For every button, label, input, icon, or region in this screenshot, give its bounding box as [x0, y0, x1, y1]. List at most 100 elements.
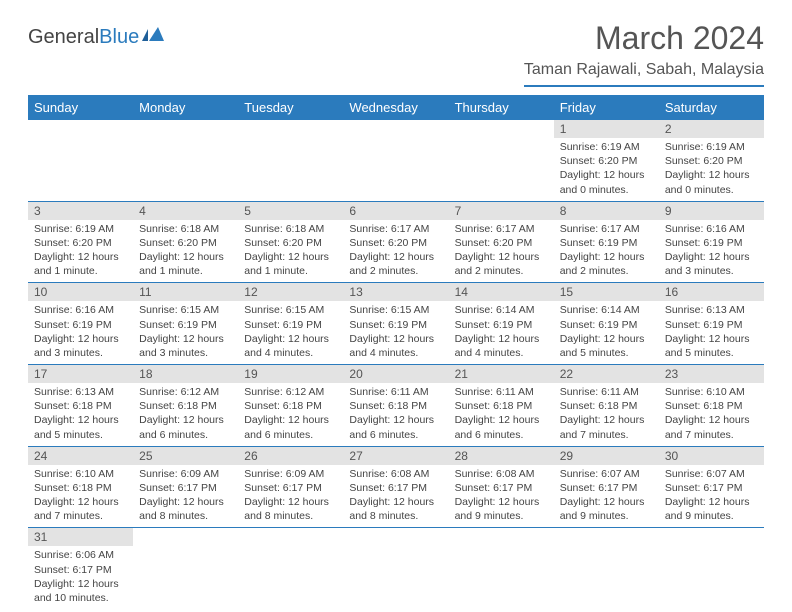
day-details: Sunrise: 6:07 AMSunset: 6:17 PMDaylight:…: [659, 465, 764, 528]
calendar-cell: ..: [238, 528, 343, 609]
header: GeneralBlue March 2024 Taman Rajawali, S…: [28, 20, 764, 87]
calendar-cell: ..: [238, 120, 343, 201]
day-number: 27: [343, 447, 448, 465]
day-number: 28: [449, 447, 554, 465]
calendar-cell: ..: [449, 528, 554, 609]
day-number: 25: [133, 447, 238, 465]
calendar-cell: ..: [554, 528, 659, 609]
calendar-cell: ..: [343, 120, 448, 201]
day-details: Sunrise: 6:14 AMSunset: 6:19 PMDaylight:…: [554, 301, 659, 364]
calendar-cell: 4Sunrise: 6:18 AMSunset: 6:20 PMDaylight…: [133, 201, 238, 283]
calendar-cell: 21Sunrise: 6:11 AMSunset: 6:18 PMDayligh…: [449, 365, 554, 447]
day-number: 18: [133, 365, 238, 383]
day-header: Wednesday: [343, 95, 448, 120]
brand-logo: GeneralBlue: [28, 20, 164, 49]
calendar-cell: 23Sunrise: 6:10 AMSunset: 6:18 PMDayligh…: [659, 365, 764, 447]
day-number: 2: [659, 120, 764, 138]
calendar-body: ..........1Sunrise: 6:19 AMSunset: 6:20 …: [28, 120, 764, 609]
calendar-cell: 2Sunrise: 6:19 AMSunset: 6:20 PMDaylight…: [659, 120, 764, 201]
day-number: 29: [554, 447, 659, 465]
day-details: Sunrise: 6:08 AMSunset: 6:17 PMDaylight:…: [343, 465, 448, 528]
day-number: 4: [133, 202, 238, 220]
calendar-cell: 1Sunrise: 6:19 AMSunset: 6:20 PMDaylight…: [554, 120, 659, 201]
flag-icon: [142, 26, 164, 49]
day-number: 24: [28, 447, 133, 465]
day-number: 31: [28, 528, 133, 546]
day-details: Sunrise: 6:09 AMSunset: 6:17 PMDaylight:…: [133, 465, 238, 528]
month-title: March 2024: [524, 20, 764, 57]
day-number: 13: [343, 283, 448, 301]
day-details: Sunrise: 6:11 AMSunset: 6:18 PMDaylight:…: [554, 383, 659, 446]
calendar-cell: ..: [449, 120, 554, 201]
calendar-head: SundayMondayTuesdayWednesdayThursdayFrid…: [28, 95, 764, 120]
calendar-cell: 25Sunrise: 6:09 AMSunset: 6:17 PMDayligh…: [133, 446, 238, 528]
day-number: 15: [554, 283, 659, 301]
calendar-cell: 20Sunrise: 6:11 AMSunset: 6:18 PMDayligh…: [343, 365, 448, 447]
day-details: Sunrise: 6:17 AMSunset: 6:19 PMDaylight:…: [554, 220, 659, 283]
calendar-cell: 27Sunrise: 6:08 AMSunset: 6:17 PMDayligh…: [343, 446, 448, 528]
day-details: Sunrise: 6:17 AMSunset: 6:20 PMDaylight:…: [343, 220, 448, 283]
calendar-cell: 22Sunrise: 6:11 AMSunset: 6:18 PMDayligh…: [554, 365, 659, 447]
calendar-cell: 3Sunrise: 6:19 AMSunset: 6:20 PMDaylight…: [28, 201, 133, 283]
calendar-cell: 6Sunrise: 6:17 AMSunset: 6:20 PMDaylight…: [343, 201, 448, 283]
day-number: 17: [28, 365, 133, 383]
calendar-cell: 28Sunrise: 6:08 AMSunset: 6:17 PMDayligh…: [449, 446, 554, 528]
day-details: Sunrise: 6:15 AMSunset: 6:19 PMDaylight:…: [133, 301, 238, 364]
day-number: 22: [554, 365, 659, 383]
brand-part2: Blue: [99, 26, 139, 49]
day-details: Sunrise: 6:19 AMSunset: 6:20 PMDaylight:…: [659, 138, 764, 201]
day-number: 19: [238, 365, 343, 383]
day-details: Sunrise: 6:16 AMSunset: 6:19 PMDaylight:…: [659, 220, 764, 283]
day-details: Sunrise: 6:10 AMSunset: 6:18 PMDaylight:…: [28, 465, 133, 528]
day-details: Sunrise: 6:13 AMSunset: 6:18 PMDaylight:…: [28, 383, 133, 446]
calendar-cell: 9Sunrise: 6:16 AMSunset: 6:19 PMDaylight…: [659, 201, 764, 283]
calendar-cell: ..: [343, 528, 448, 609]
day-number: 30: [659, 447, 764, 465]
calendar-cell: 30Sunrise: 6:07 AMSunset: 6:17 PMDayligh…: [659, 446, 764, 528]
calendar-cell: ..: [28, 120, 133, 201]
calendar-cell: 8Sunrise: 6:17 AMSunset: 6:19 PMDaylight…: [554, 201, 659, 283]
day-number: 10: [28, 283, 133, 301]
day-number: 5: [238, 202, 343, 220]
calendar-cell: 29Sunrise: 6:07 AMSunset: 6:17 PMDayligh…: [554, 446, 659, 528]
day-details: Sunrise: 6:16 AMSunset: 6:19 PMDaylight:…: [28, 301, 133, 364]
day-details: Sunrise: 6:15 AMSunset: 6:19 PMDaylight:…: [238, 301, 343, 364]
calendar-cell: 18Sunrise: 6:12 AMSunset: 6:18 PMDayligh…: [133, 365, 238, 447]
day-header: Friday: [554, 95, 659, 120]
day-details: Sunrise: 6:18 AMSunset: 6:20 PMDaylight:…: [133, 220, 238, 283]
calendar-cell: 19Sunrise: 6:12 AMSunset: 6:18 PMDayligh…: [238, 365, 343, 447]
day-details: Sunrise: 6:06 AMSunset: 6:17 PMDaylight:…: [28, 546, 133, 609]
day-details: Sunrise: 6:15 AMSunset: 6:19 PMDaylight:…: [343, 301, 448, 364]
day-details: Sunrise: 6:19 AMSunset: 6:20 PMDaylight:…: [28, 220, 133, 283]
day-header: Tuesday: [238, 95, 343, 120]
day-details: Sunrise: 6:12 AMSunset: 6:18 PMDaylight:…: [133, 383, 238, 446]
calendar-cell: 14Sunrise: 6:14 AMSunset: 6:19 PMDayligh…: [449, 283, 554, 365]
calendar-cell: 7Sunrise: 6:17 AMSunset: 6:20 PMDaylight…: [449, 201, 554, 283]
calendar-cell: 10Sunrise: 6:16 AMSunset: 6:19 PMDayligh…: [28, 283, 133, 365]
day-number: 7: [449, 202, 554, 220]
day-header: Sunday: [28, 95, 133, 120]
day-details: Sunrise: 6:12 AMSunset: 6:18 PMDaylight:…: [238, 383, 343, 446]
day-details: Sunrise: 6:11 AMSunset: 6:18 PMDaylight:…: [343, 383, 448, 446]
day-header: Monday: [133, 95, 238, 120]
day-number: 23: [659, 365, 764, 383]
calendar-cell: ..: [659, 528, 764, 609]
day-number: 26: [238, 447, 343, 465]
day-details: Sunrise: 6:13 AMSunset: 6:19 PMDaylight:…: [659, 301, 764, 364]
day-number: 11: [133, 283, 238, 301]
day-number: 1: [554, 120, 659, 138]
calendar-cell: ..: [133, 528, 238, 609]
day-details: Sunrise: 6:11 AMSunset: 6:18 PMDaylight:…: [449, 383, 554, 446]
day-number: 8: [554, 202, 659, 220]
calendar-table: SundayMondayTuesdayWednesdayThursdayFrid…: [28, 95, 764, 609]
calendar-cell: 15Sunrise: 6:14 AMSunset: 6:19 PMDayligh…: [554, 283, 659, 365]
day-details: Sunrise: 6:17 AMSunset: 6:20 PMDaylight:…: [449, 220, 554, 283]
calendar-cell: 5Sunrise: 6:18 AMSunset: 6:20 PMDaylight…: [238, 201, 343, 283]
day-number: 21: [449, 365, 554, 383]
day-details: Sunrise: 6:07 AMSunset: 6:17 PMDaylight:…: [554, 465, 659, 528]
day-header: Saturday: [659, 95, 764, 120]
day-details: Sunrise: 6:18 AMSunset: 6:20 PMDaylight:…: [238, 220, 343, 283]
day-number: 20: [343, 365, 448, 383]
brand-part1: General: [28, 26, 99, 49]
location-subtitle: Taman Rajawali, Sabah, Malaysia: [524, 61, 764, 87]
